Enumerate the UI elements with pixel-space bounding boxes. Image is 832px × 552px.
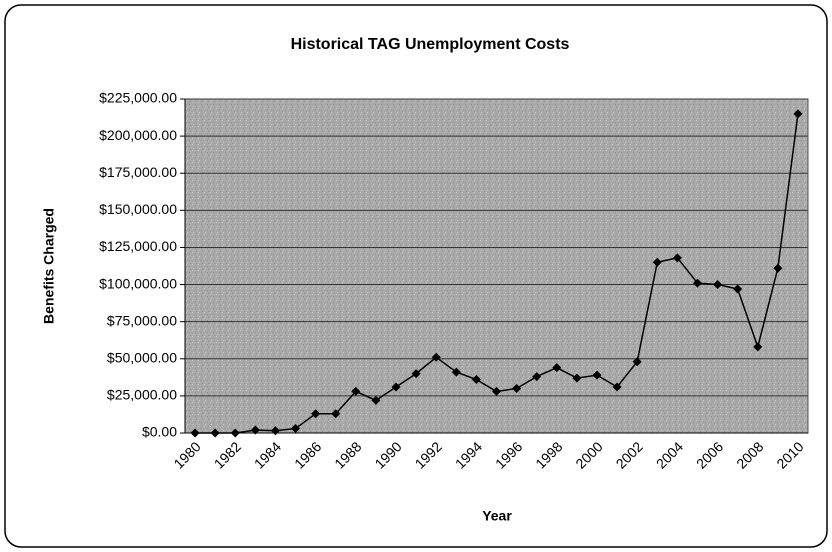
data-point xyxy=(351,386,361,396)
data-point xyxy=(713,280,723,290)
y-tick-label: $200,000.00 xyxy=(99,127,177,143)
y-axis-title: Benefits Charged xyxy=(41,208,57,324)
data-point xyxy=(733,284,743,294)
data-point xyxy=(773,263,783,273)
data-point xyxy=(532,372,542,382)
data-point xyxy=(411,369,421,379)
data-point xyxy=(431,352,441,362)
data-point xyxy=(230,428,240,438)
data-point xyxy=(572,373,582,383)
data-point xyxy=(270,426,280,436)
data-point xyxy=(692,278,702,288)
data-point xyxy=(371,395,381,405)
y-tick-label: $75,000.00 xyxy=(107,312,177,328)
data-point xyxy=(753,342,763,352)
data-point xyxy=(471,375,481,385)
data-point xyxy=(190,428,200,438)
data-point xyxy=(492,386,501,396)
data-point xyxy=(291,424,301,434)
data-point xyxy=(612,382,622,392)
y-tick-label: $225,000.00 xyxy=(99,90,177,106)
x-axis-title: Year xyxy=(482,508,512,524)
data-point xyxy=(592,370,602,380)
y-tick-label: $175,000.00 xyxy=(99,164,177,180)
data-point xyxy=(793,109,803,119)
data-point xyxy=(451,367,461,377)
y-tick-label: $100,000.00 xyxy=(99,275,177,291)
data-point xyxy=(391,382,401,392)
data-point xyxy=(652,257,662,267)
data-point xyxy=(331,409,341,419)
data-point xyxy=(632,357,642,367)
y-tick-label: $150,000.00 xyxy=(99,201,177,217)
y-tick-label: $125,000.00 xyxy=(99,238,177,254)
data-point xyxy=(311,409,321,419)
data-point xyxy=(512,383,522,393)
data-point xyxy=(672,253,682,263)
y-tick-label: $50,000.00 xyxy=(107,349,177,365)
data-point xyxy=(210,428,220,438)
y-tick-label: $25,000.00 xyxy=(107,387,177,403)
chart-title: Historical TAG Unemployment Costs xyxy=(291,36,570,53)
y-tick-label: $0.00 xyxy=(142,424,177,440)
data-point xyxy=(250,425,260,435)
plot-area xyxy=(184,98,809,434)
data-point xyxy=(552,363,562,373)
